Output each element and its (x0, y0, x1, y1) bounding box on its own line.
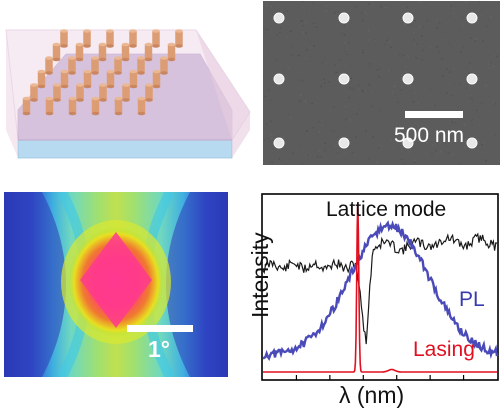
pl-label: PL (459, 288, 485, 311)
nanoparticle-pillar (106, 71, 115, 87)
nanoparticle-pillar (106, 31, 114, 46)
nanoparticle-pillar (160, 58, 168, 73)
nanoparticle-pillar (60, 71, 69, 87)
nanoparticle-pillar (114, 98, 123, 114)
sem-scale-label: 500 nm (394, 124, 465, 147)
nanoparticle-pillar (145, 85, 153, 100)
nanoparticle-pillars (22, 29, 183, 116)
nanoparticle-pillar (137, 98, 146, 114)
nanoparticle-pillar (91, 98, 100, 114)
far-field-scale-label: 1° (148, 336, 170, 362)
nanoparticle-pillar (121, 44, 130, 60)
nanoparticle-pillar (45, 58, 53, 73)
nanoparticle-pillar (114, 58, 122, 73)
sem-nanoparticle (273, 12, 285, 24)
nanoparticle-pillar (30, 85, 38, 100)
lasing-label: Lasing (413, 338, 475, 361)
nanoparticle-pillar (137, 58, 145, 73)
x-axis-label: λ (nm) (339, 382, 405, 408)
sem-nanoparticles (273, 12, 478, 149)
sem-nanoparticle (273, 137, 285, 149)
far-field-heatmap (4, 192, 228, 377)
nanoparticle-pillar (76, 85, 84, 100)
sem-nanoparticle (338, 137, 350, 149)
nanoparticle-pillar (37, 71, 46, 87)
nanoparticle-pillar (152, 31, 160, 46)
nanoparticle-pillar (144, 44, 153, 60)
nanoparticle-pillar (152, 71, 161, 87)
nanoparticle-array-schematic (5, 29, 251, 159)
sem-nanoparticle (338, 12, 350, 24)
sem-nanoparticle (466, 73, 478, 85)
x-ticks (295, 375, 465, 380)
sem-nanoparticle (338, 73, 350, 85)
nanoparticle-pillar (129, 31, 137, 46)
nanoparticle-pillar (99, 85, 107, 100)
nanoparticle-pillar (75, 44, 84, 60)
lasing-curve (263, 202, 497, 373)
sem-nanoparticle (273, 73, 285, 85)
nanoparticle-pillar (98, 44, 107, 60)
nanoparticle-pillar (52, 44, 61, 60)
nanoparticle-pillar (68, 58, 76, 73)
lattice-mode-curve (262, 232, 498, 345)
sem-nanoparticle (402, 73, 414, 85)
sem-nanoparticle (466, 137, 478, 149)
nanoparticle-pillar (60, 31, 68, 46)
nanoparticle-pillar (22, 98, 31, 114)
sem-scale-bar (405, 111, 463, 118)
sem-image (263, 1, 500, 165)
nanoparticle-pillar (53, 85, 61, 100)
nanoparticle-pillar (45, 98, 54, 114)
nanoparticle-pillar (129, 71, 138, 87)
sem-nanoparticle (466, 12, 478, 24)
far-field-scale-bar (127, 325, 193, 332)
sem-nanoparticle (402, 137, 414, 149)
nanoparticle-pillar (68, 98, 77, 114)
sem-nanoparticle (402, 12, 414, 24)
spectrum-plot (261, 193, 499, 381)
nanoparticle-pillar (83, 71, 92, 87)
nanoparticle-pillar (91, 58, 99, 73)
nanoparticle-pillar (83, 31, 91, 46)
nanoparticle-pillar (167, 44, 176, 60)
nanoparticle-pillar (175, 31, 183, 46)
y-axis-label: Intensity (247, 232, 273, 318)
lattice-mode-label: Lattice mode (326, 198, 447, 221)
pl-curve (262, 220, 499, 361)
nanoparticle-pillar (122, 85, 130, 100)
